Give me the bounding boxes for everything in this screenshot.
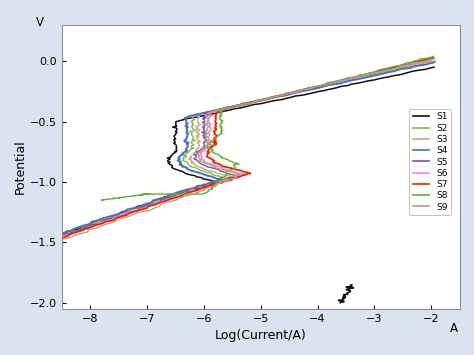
S5: [55, 235, 60, 239]
S4: [59, 232, 64, 236]
S9: [375, 70, 381, 74]
S3: [429, 58, 435, 62]
S7: [131, 209, 137, 214]
S6: [181, 193, 186, 198]
Line: S5: S5: [57, 59, 435, 237]
S7: [230, 166, 236, 171]
S2: [185, 162, 191, 166]
S9: [432, 56, 438, 61]
S5: [432, 56, 438, 61]
S6: [264, 97, 270, 102]
S6: [55, 237, 61, 241]
S6: [431, 56, 437, 61]
S2: [220, 106, 226, 111]
S4: [139, 204, 145, 208]
Line: S4: S4: [62, 62, 434, 234]
X-axis label: Log(Current/A): Log(Current/A): [215, 329, 307, 342]
S7: [54, 237, 60, 241]
S7: [431, 55, 437, 60]
Line: S6: S6: [58, 59, 434, 239]
S2: [190, 122, 195, 126]
S8: [99, 198, 104, 202]
S7: [267, 96, 273, 100]
S3: [195, 121, 201, 125]
S3: [290, 91, 295, 95]
S9: [226, 178, 232, 182]
S8: [290, 91, 296, 95]
S2: [216, 174, 222, 178]
S9: [424, 59, 430, 63]
S1: [431, 65, 437, 69]
S8: [255, 99, 261, 103]
S2: [310, 87, 315, 91]
S1: [281, 97, 286, 102]
S3: [196, 138, 201, 142]
S3: [392, 67, 397, 71]
S1: [57, 233, 63, 237]
S4: [185, 115, 191, 119]
S1: [82, 224, 88, 228]
S9: [325, 82, 331, 86]
S3: [59, 233, 64, 237]
S6: [395, 65, 401, 70]
S5: [202, 118, 208, 122]
S8: [142, 192, 147, 196]
S9: [58, 238, 64, 242]
S2: [216, 179, 222, 183]
Line: S8: S8: [101, 56, 433, 200]
Line: S3: S3: [62, 60, 432, 235]
S9: [229, 105, 235, 109]
S6: [202, 149, 208, 153]
S3: [220, 178, 226, 182]
S7: [213, 114, 219, 118]
S2: [55, 234, 60, 239]
S8: [430, 54, 436, 59]
S5: [124, 211, 130, 215]
S1: [204, 182, 210, 187]
S5: [230, 173, 236, 177]
Text: A: A: [449, 322, 457, 335]
S4: [173, 191, 179, 195]
S8: [143, 192, 149, 197]
S4: [186, 141, 191, 145]
S6: [203, 160, 209, 165]
S1: [98, 219, 104, 223]
S8: [261, 97, 266, 102]
Y-axis label: Potential: Potential: [14, 140, 27, 194]
S5: [275, 93, 281, 98]
S8: [219, 121, 225, 125]
S1: [172, 136, 178, 140]
S6: [234, 105, 239, 109]
S1: [176, 168, 182, 173]
S5: [236, 174, 241, 178]
S9: [271, 95, 276, 99]
S5: [281, 92, 287, 97]
Line: S9: S9: [61, 59, 435, 240]
S7: [79, 228, 85, 233]
S3: [191, 186, 196, 190]
Line: S7: S7: [57, 58, 434, 239]
S7: [145, 204, 151, 208]
Line: S2: S2: [57, 61, 436, 236]
S4: [188, 168, 194, 173]
S4: [431, 60, 437, 65]
S4: [371, 73, 376, 78]
Text: V: V: [36, 16, 44, 29]
S2: [433, 59, 439, 63]
Legend: S1, S2, S3, S4, S5, S6, S7, S8, S9: S1, S2, S3, S4, S5, S6, S7, S8, S9: [409, 109, 451, 215]
Line: S1: S1: [60, 67, 434, 235]
